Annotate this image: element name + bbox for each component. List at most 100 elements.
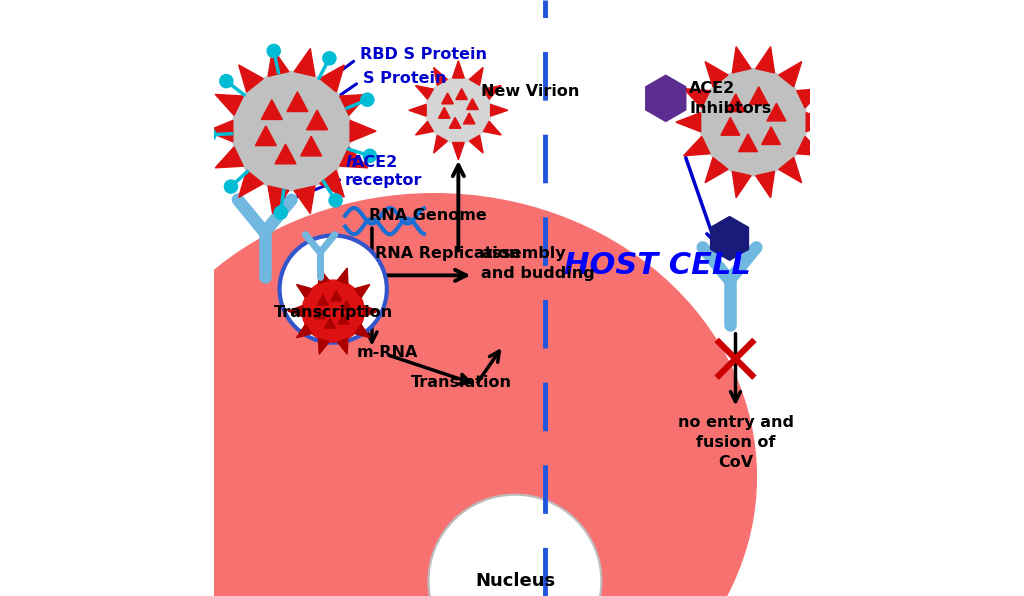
- Polygon shape: [288, 306, 303, 316]
- Text: ACE2: ACE2: [352, 155, 398, 170]
- Polygon shape: [318, 268, 329, 284]
- Polygon shape: [409, 104, 426, 116]
- Polygon shape: [756, 172, 774, 198]
- Circle shape: [203, 128, 216, 141]
- Polygon shape: [338, 313, 349, 324]
- Circle shape: [414, 66, 503, 155]
- Polygon shape: [317, 295, 329, 305]
- Polygon shape: [340, 94, 368, 115]
- Text: Transcription: Transcription: [273, 305, 393, 321]
- Circle shape: [360, 93, 374, 106]
- Polygon shape: [319, 170, 344, 197]
- Circle shape: [329, 194, 342, 207]
- Polygon shape: [314, 308, 326, 319]
- Polygon shape: [297, 284, 311, 297]
- Polygon shape: [706, 61, 728, 87]
- Polygon shape: [684, 89, 710, 108]
- Circle shape: [426, 77, 492, 143]
- Polygon shape: [364, 306, 379, 316]
- Circle shape: [429, 495, 601, 596]
- Polygon shape: [483, 122, 501, 135]
- Text: RNA Replication: RNA Replication: [375, 246, 520, 261]
- Circle shape: [274, 206, 288, 219]
- Circle shape: [267, 44, 281, 57]
- Polygon shape: [294, 186, 315, 213]
- Polygon shape: [325, 318, 336, 328]
- Circle shape: [323, 52, 336, 65]
- Polygon shape: [646, 76, 685, 121]
- Polygon shape: [450, 117, 461, 128]
- Polygon shape: [732, 46, 751, 73]
- Polygon shape: [711, 217, 749, 260]
- Polygon shape: [684, 136, 710, 156]
- Polygon shape: [726, 94, 745, 111]
- Polygon shape: [306, 110, 328, 130]
- Polygon shape: [490, 104, 508, 116]
- Polygon shape: [750, 87, 768, 104]
- Polygon shape: [797, 89, 823, 108]
- Polygon shape: [239, 65, 263, 92]
- Polygon shape: [301, 136, 322, 156]
- Polygon shape: [464, 113, 475, 124]
- Circle shape: [699, 69, 807, 176]
- Polygon shape: [215, 94, 244, 115]
- Polygon shape: [721, 117, 739, 135]
- Polygon shape: [354, 325, 370, 338]
- Polygon shape: [469, 135, 483, 153]
- Polygon shape: [341, 300, 352, 311]
- Polygon shape: [806, 113, 830, 132]
- Polygon shape: [706, 157, 728, 183]
- Polygon shape: [255, 126, 276, 145]
- Text: h: h: [345, 155, 356, 170]
- Circle shape: [231, 72, 351, 191]
- Ellipse shape: [113, 194, 757, 596]
- Text: assembly
and budding: assembly and budding: [481, 246, 595, 281]
- Polygon shape: [350, 120, 376, 142]
- Polygon shape: [239, 170, 263, 197]
- Polygon shape: [453, 142, 464, 160]
- Text: Translation: Translation: [411, 375, 512, 390]
- Polygon shape: [340, 147, 368, 168]
- Polygon shape: [207, 120, 232, 142]
- Polygon shape: [762, 127, 780, 144]
- Polygon shape: [767, 103, 785, 121]
- Polygon shape: [268, 186, 289, 213]
- Polygon shape: [738, 134, 758, 151]
- Polygon shape: [268, 49, 289, 76]
- Polygon shape: [416, 86, 433, 99]
- Polygon shape: [337, 339, 348, 354]
- Polygon shape: [756, 46, 774, 73]
- Polygon shape: [453, 61, 464, 78]
- Circle shape: [364, 149, 377, 162]
- Text: ACE2
Inhibtors: ACE2 Inhibtors: [689, 81, 771, 116]
- Polygon shape: [294, 49, 315, 76]
- Polygon shape: [676, 113, 700, 132]
- Text: Nucleus: Nucleus: [475, 572, 555, 590]
- FancyBboxPatch shape: [214, 346, 548, 596]
- Polygon shape: [797, 136, 823, 156]
- Polygon shape: [779, 61, 802, 87]
- Polygon shape: [287, 92, 308, 111]
- Polygon shape: [354, 284, 370, 297]
- Polygon shape: [467, 99, 478, 110]
- Text: RNA Genome: RNA Genome: [369, 208, 486, 224]
- Circle shape: [302, 280, 365, 342]
- Polygon shape: [275, 144, 296, 164]
- Text: S Protein: S Protein: [362, 71, 446, 86]
- Polygon shape: [331, 291, 342, 301]
- Polygon shape: [732, 172, 751, 198]
- Polygon shape: [215, 147, 244, 168]
- Circle shape: [280, 235, 387, 343]
- Polygon shape: [297, 325, 311, 338]
- Text: New Virion: New Virion: [481, 83, 580, 99]
- Polygon shape: [433, 67, 447, 85]
- Polygon shape: [456, 89, 467, 100]
- Polygon shape: [416, 122, 433, 135]
- Polygon shape: [438, 107, 450, 118]
- Polygon shape: [483, 86, 501, 99]
- Text: RBD S Protein: RBD S Protein: [360, 47, 487, 63]
- Polygon shape: [318, 339, 329, 354]
- Polygon shape: [337, 268, 348, 284]
- Text: HOST CELL: HOST CELL: [564, 251, 751, 280]
- Polygon shape: [433, 135, 447, 153]
